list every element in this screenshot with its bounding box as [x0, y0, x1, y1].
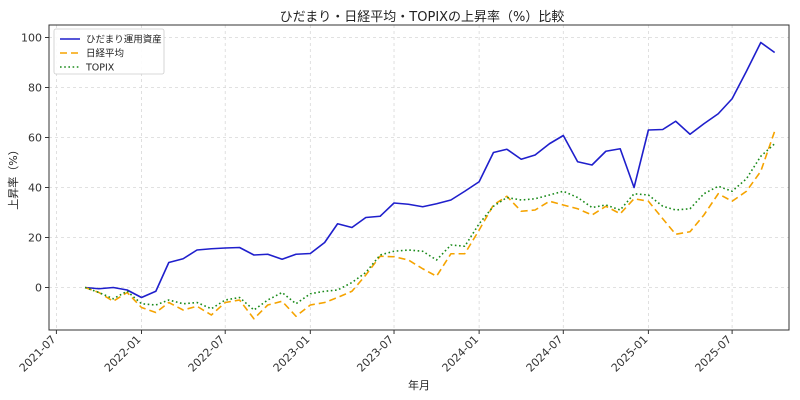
grid-lines	[49, 25, 789, 330]
y-tick-label: 40	[28, 182, 42, 195]
x-tick-label: 2022-07	[186, 333, 228, 375]
x-tick-label: 2024-07	[524, 333, 566, 375]
x-tick-label: 2021-07	[17, 333, 59, 375]
x-axis-ticks: 2021-07 2022-01 2022-07 2023-01 2023-07 2024-…	[17, 330, 734, 375]
y-tick-label: 60	[28, 132, 42, 145]
legend-box	[53, 28, 165, 75]
x-axis-label: 年月	[408, 378, 430, 392]
x-tick-label: 2023-01	[271, 333, 313, 375]
x-tick-label: 2024-01	[440, 333, 482, 375]
y-tick-label: 20	[28, 232, 42, 245]
y-tick-label: 100	[21, 32, 42, 45]
y-axis-ticks: 0 20 40 60 80 100	[21, 32, 49, 295]
x-tick-label: 2025-01	[609, 333, 651, 375]
x-tick-label: 2022-01	[102, 333, 144, 375]
series-line-2	[84, 143, 776, 311]
series-line-1	[84, 130, 776, 320]
series-lines	[84, 41, 776, 320]
legend-label: TOPIX	[85, 63, 115, 74]
legend-label: ひだまり運用資産	[86, 34, 162, 46]
x-tick-label: 2025-07	[693, 333, 735, 375]
x-tick-label: 2023-07	[354, 333, 396, 375]
legend-label: 日経平均	[86, 48, 124, 60]
y-tick-label: 80	[28, 82, 42, 95]
plot-area-frame	[48, 24, 790, 331]
y-tick-label: 0	[35, 282, 42, 295]
series-line-0	[85, 41, 776, 299]
chart-title: ひだまり・日経平均・TOPIXの上昇率（%）比較	[280, 9, 565, 25]
y-axis-label: 上昇率（%）	[6, 144, 20, 209]
